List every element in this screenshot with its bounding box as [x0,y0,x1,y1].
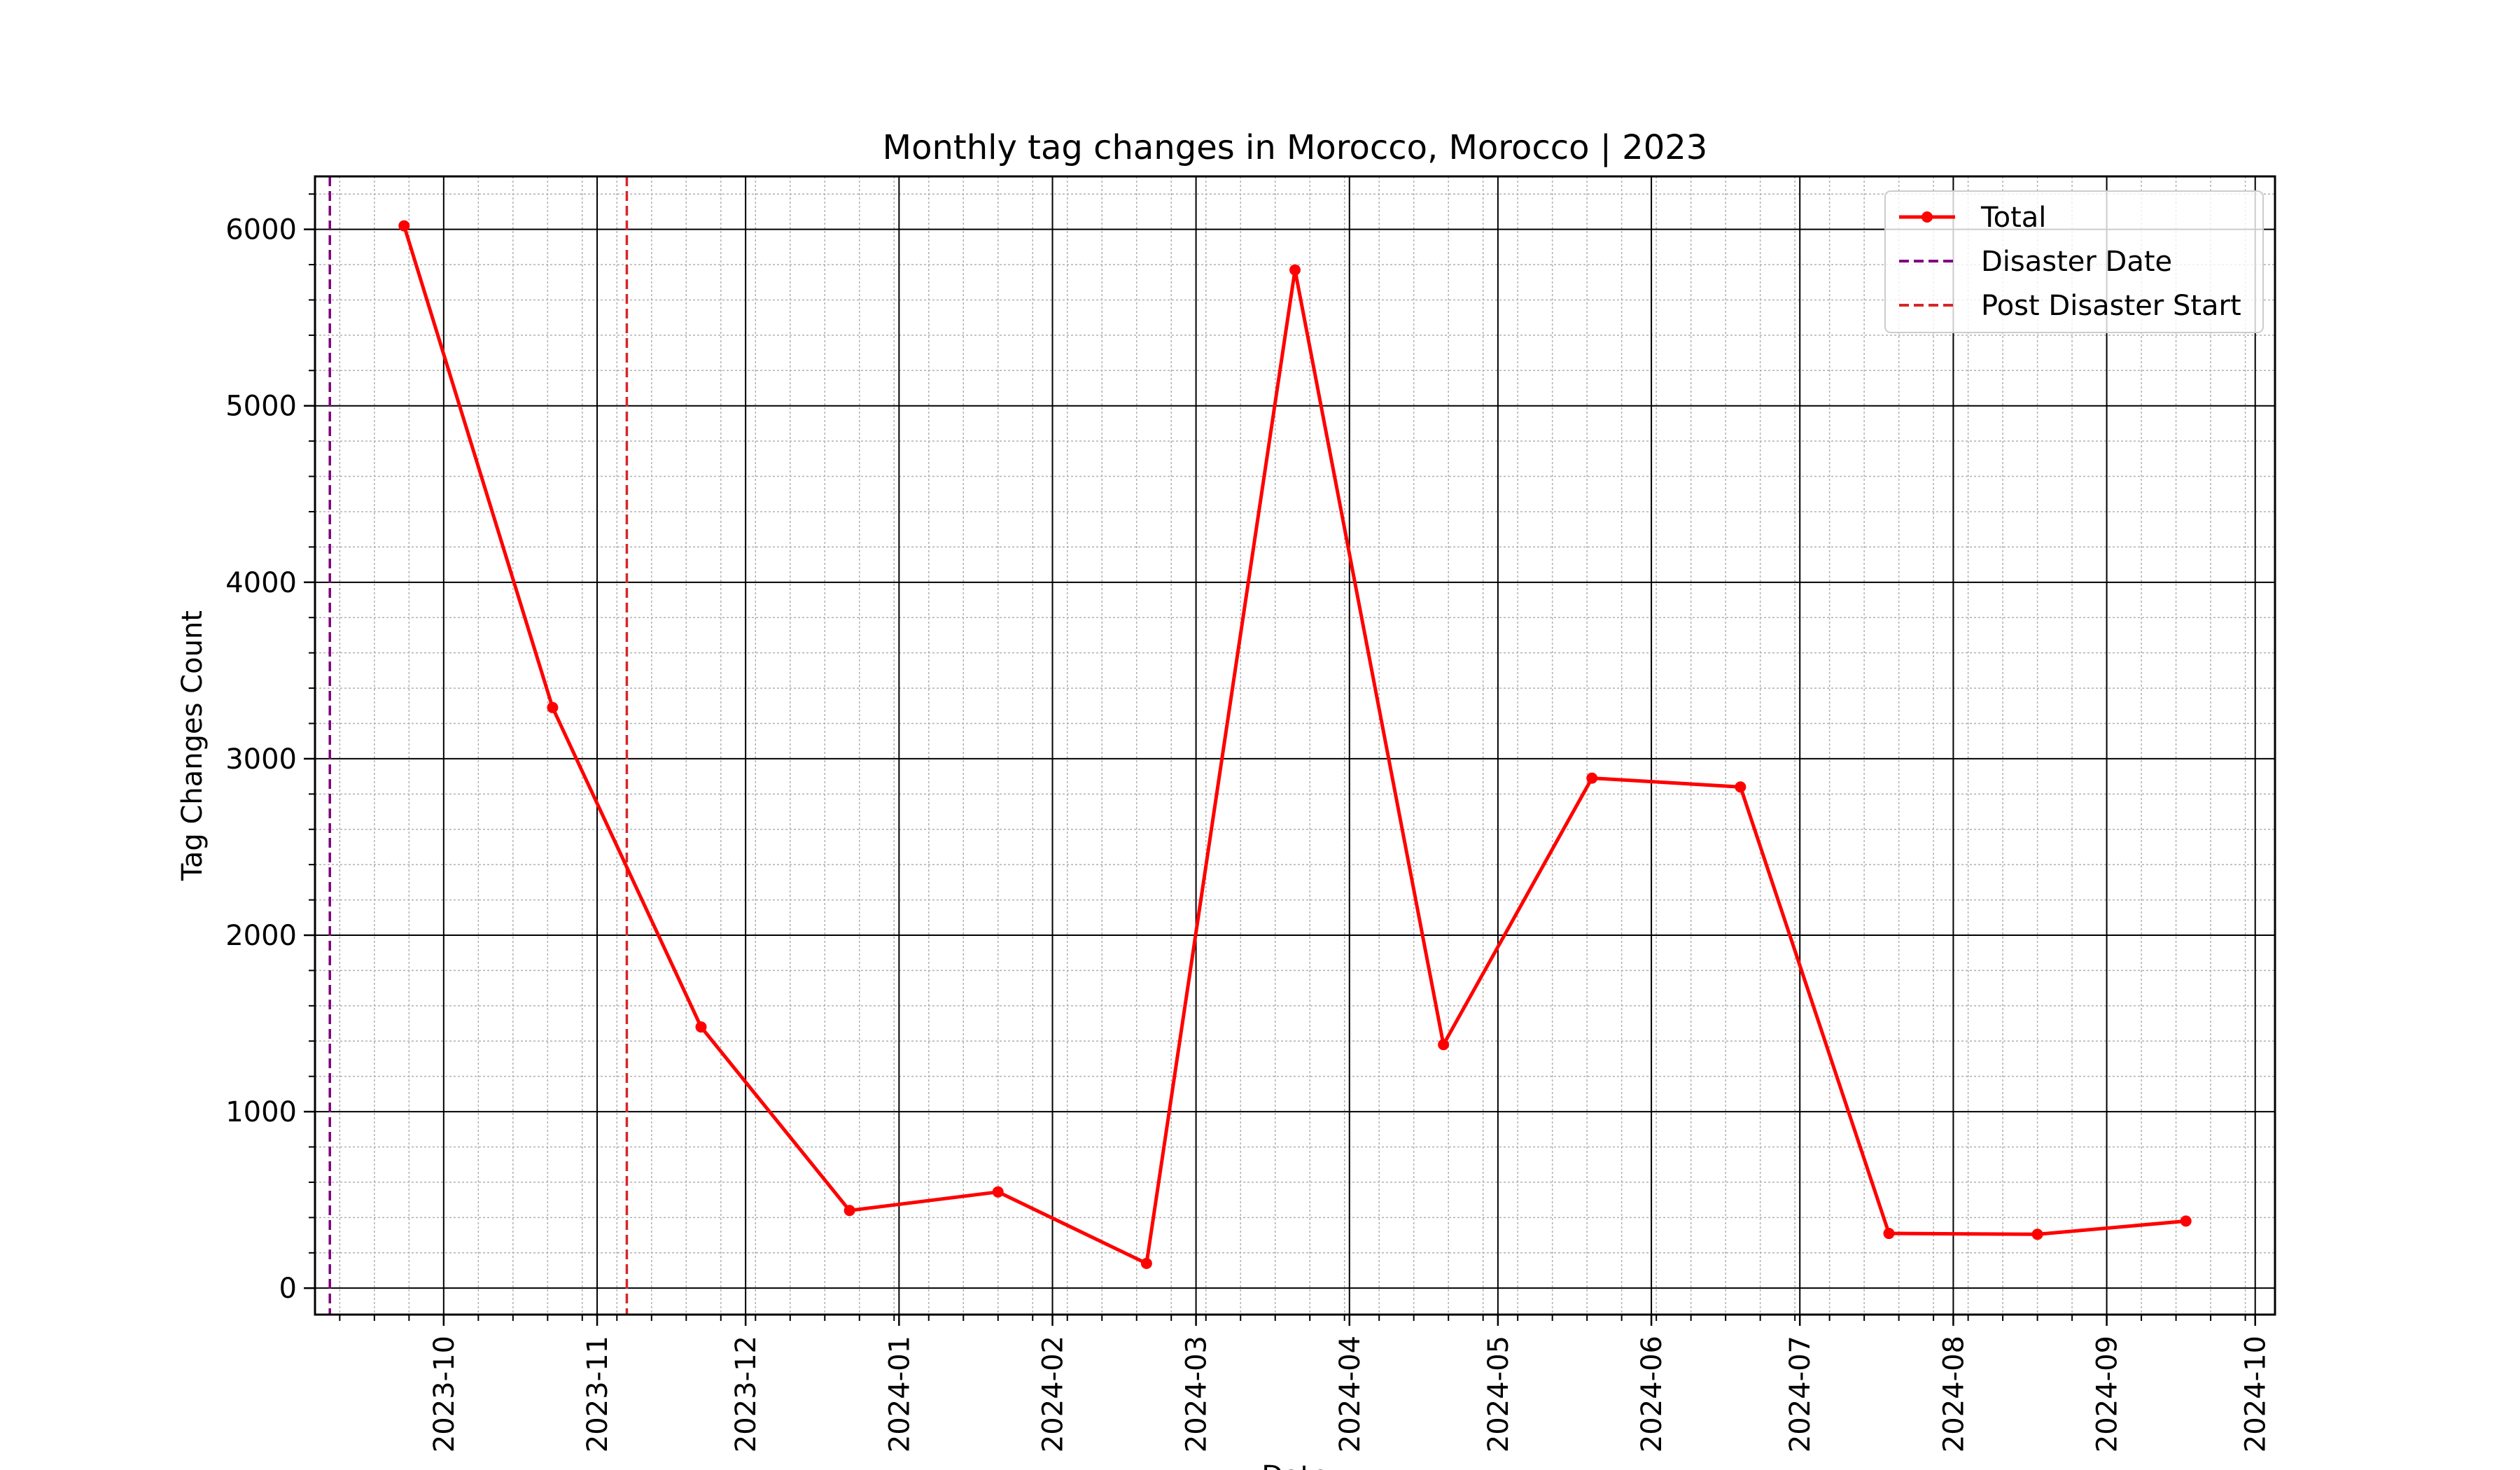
x-tick-label: 2024-03 [1181,1336,1213,1452]
data-point [1140,1257,1152,1269]
x-tick-label: 2024-08 [1938,1336,1970,1452]
y-tick-label: 2000 [225,920,297,952]
data-point [1586,772,1598,784]
x-tick-label: 2024-02 [1037,1336,1070,1452]
y-tick-label: 0 [279,1273,297,1305]
x-tick-label: 2024-10 [2240,1336,2272,1452]
y-tick-label: 4000 [225,567,297,599]
x-tick-label: 2024-09 [2092,1336,2124,1452]
legend-label-total: Total [1980,202,2046,234]
x-tick-label: 2024-01 [883,1336,916,1452]
y-tick-label: 3000 [225,743,297,776]
legend-box [1884,190,2264,333]
x-tick-label: 2024-07 [1784,1336,1816,1452]
data-point [1438,1039,1450,1051]
x-tick-label: 2023-10 [428,1336,461,1452]
data-point [398,220,410,232]
chart-title: Monthly tag changes in Morocco, Morocco … [883,128,1708,167]
series-layer [398,220,2192,1269]
legend-label-disaster-date: Disaster Date [1981,246,2172,278]
data-point [1883,1228,1895,1240]
legend: Total Disaster Date Post Disaster Start [1884,190,2264,333]
data-point [1735,781,1746,793]
x-axis-ticks: 2023-10 2023-11 2023-12 2024-01 2024-02 2024-… [339,1315,2272,1452]
data-point [2180,1215,2192,1227]
y-axis-label: Tag Changes Count [176,610,209,881]
data-point [844,1205,855,1217]
x-tick-label: 2024-05 [1483,1336,1515,1452]
x-tick-label: 2023-11 [582,1336,614,1452]
data-point [2031,1228,2043,1240]
data-point [547,701,559,713]
y-tick-label: 1000 [225,1096,297,1128]
y-tick-label: 5000 [225,391,297,423]
y-tick-label: 6000 [225,214,297,246]
reference-lines [328,176,629,1315]
data-point [695,1021,707,1033]
legend-marker-total [1921,211,1933,223]
legend-label-post-disaster-start: Post Disaster Start [1981,290,2241,322]
y-axis-ticks: 0 1000 2000 3000 4000 5000 6000 [225,193,315,1305]
x-tick-label: 2024-04 [1334,1336,1366,1452]
data-point [1289,264,1301,276]
x-tick-label: 2023-12 [730,1336,762,1452]
x-tick-label: 2024-06 [1636,1336,1668,1452]
x-axis-label: Date [1261,1460,1329,1470]
data-point [992,1186,1004,1198]
plot-frame [314,175,2276,1316]
major-grid [315,176,2275,1315]
